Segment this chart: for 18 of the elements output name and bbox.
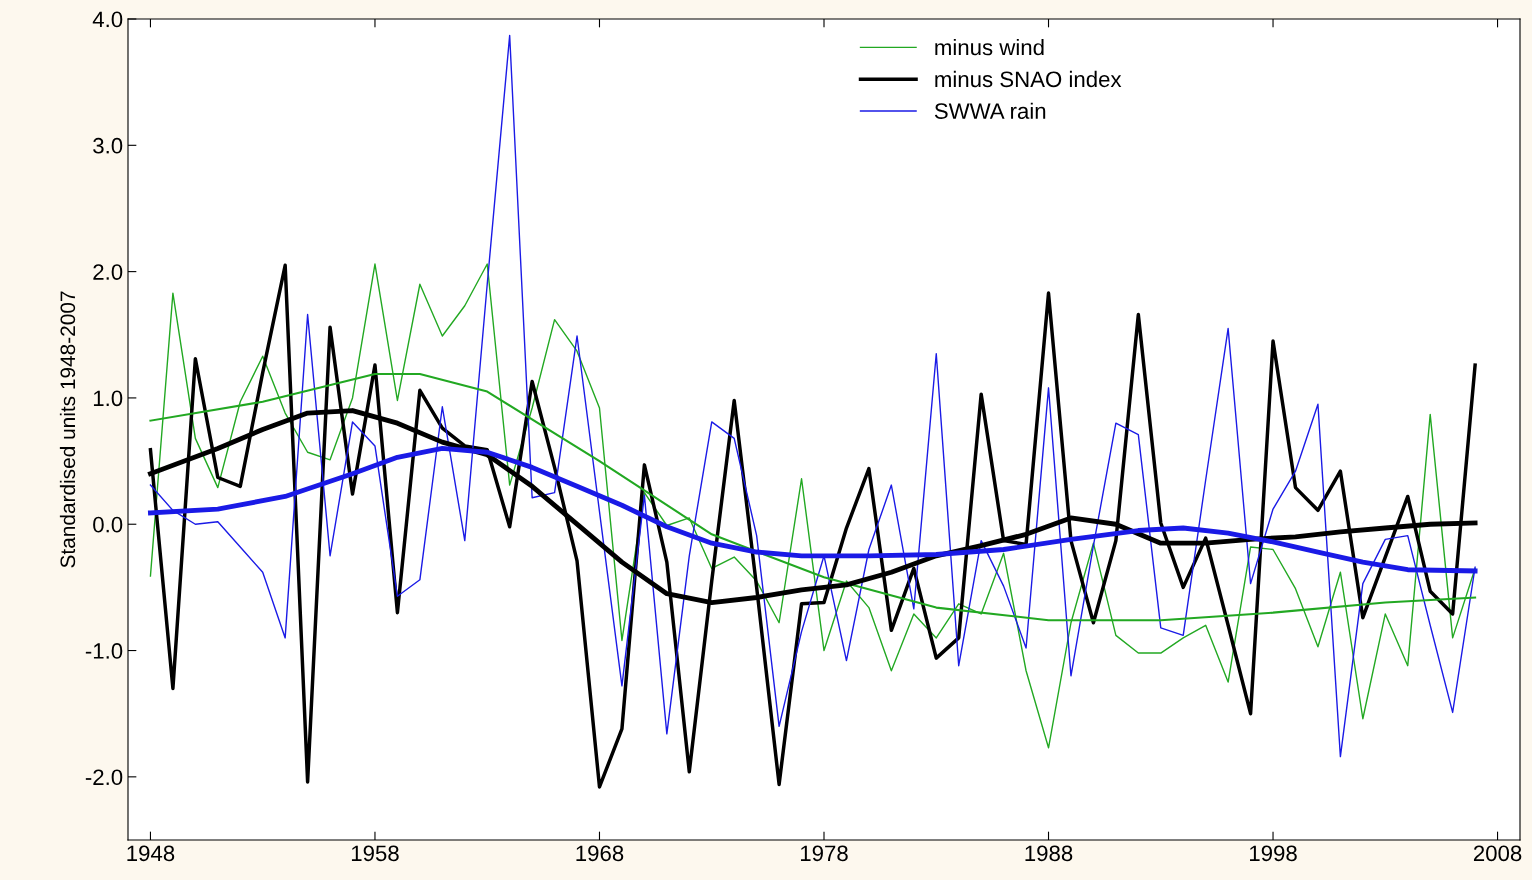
legend-label: minus SNAO index — [935, 70, 1122, 88]
legend-label: minus wind — [935, 39, 1044, 56]
y-tick-label: 1.0 — [93, 390, 123, 407]
x-tick-label: 1948 — [127, 845, 175, 862]
x-tick-label: 1978 — [800, 845, 848, 862]
y-axis-title: Standardised units 1948-2007 — [59, 291, 76, 568]
x-tick-label: 1998 — [1250, 845, 1297, 862]
x-tick-label: 1968 — [576, 845, 624, 862]
y-tick-label: -2.0 — [85, 769, 123, 786]
x-tick-label: 2008 — [1473, 845, 1522, 862]
legend-label: SWWA rain — [934, 102, 1046, 119]
y-tick-label: 0.0 — [93, 516, 123, 533]
y-tick-label: 4.0 — [92, 11, 123, 28]
y-tick-label: -1.0 — [85, 643, 123, 659]
x-tick-label: 1988 — [1025, 845, 1073, 862]
y-tick-label: 3.0 — [93, 137, 123, 154]
y-tick-label: 2.0 — [93, 264, 123, 280]
x-tick-label: 1958 — [351, 845, 399, 862]
